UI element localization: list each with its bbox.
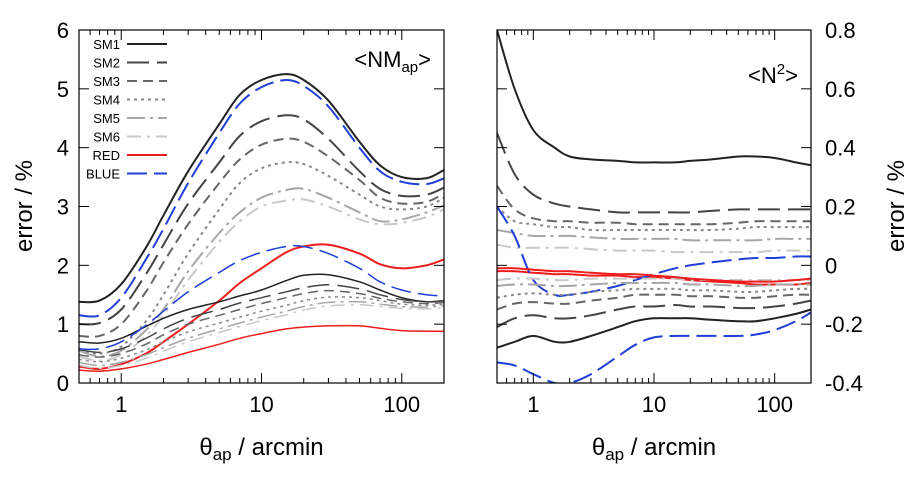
legend-label: SM1 xyxy=(93,37,120,52)
series-line-line-16 xyxy=(497,311,811,383)
left-y-axis-label: error / % xyxy=(11,160,38,252)
y-tick-label: 0 xyxy=(57,371,69,396)
series-line-red xyxy=(79,243,444,370)
x-tick-label: 10 xyxy=(642,392,666,417)
series-line-line-10 xyxy=(497,299,811,328)
x-tick-label: 1 xyxy=(527,392,539,417)
series-line-line-3 xyxy=(497,185,811,226)
left-legend: SM1 SM2 SM3 SM4 SM5 SM6 RED BLUE xyxy=(86,37,167,182)
series-line-sm2 xyxy=(79,114,444,326)
y-tick-label: -0.2 xyxy=(825,312,863,337)
series-line-sm4 xyxy=(79,161,444,355)
series-line-line-1 xyxy=(497,30,811,167)
series-line-line-11 xyxy=(79,289,444,358)
series-line-line-15 xyxy=(79,324,444,372)
y-tick-label: 0.2 xyxy=(825,195,856,220)
series-line-line-10 xyxy=(79,283,444,354)
series-line-line-13 xyxy=(497,281,811,288)
series-line-blue xyxy=(79,78,444,318)
legend-label: SM6 xyxy=(93,130,120,145)
series-line-sm1 xyxy=(79,73,444,304)
series-line-line-2 xyxy=(497,132,811,214)
series-line-line-14 xyxy=(497,277,811,282)
right-panel: 1 10 100 -0.4 -0.2 0 0.2 0.4 0.6 0.8 <N2> xyxy=(496,18,863,417)
series-line-line-6 xyxy=(497,243,811,254)
y-tick-label: 5 xyxy=(57,77,69,102)
series-line-sm3 xyxy=(79,137,444,338)
left-panel-annotation: <NMap> xyxy=(354,47,431,76)
y-tick-label: 6 xyxy=(57,18,69,43)
series-line-line-4 xyxy=(497,205,811,232)
right-x-axis-label: θap / arcmin xyxy=(592,434,716,464)
y-tick-label: 4 xyxy=(57,136,69,161)
x-tick-label: 100 xyxy=(756,392,793,417)
y-tick-label: -0.4 xyxy=(825,371,863,396)
legend-label: RED xyxy=(93,148,120,163)
x-tick-label: 100 xyxy=(383,392,420,417)
y-tick-label: 2 xyxy=(57,253,69,278)
legend-label: SM3 xyxy=(93,74,120,89)
legend-label: SM2 xyxy=(93,56,120,71)
series-line-line-9 xyxy=(497,308,811,349)
series-line-line-15 xyxy=(497,267,811,283)
series-line-line-11 xyxy=(497,293,811,311)
series-line-line-12 xyxy=(79,296,444,363)
x-tick-label: 1 xyxy=(115,392,127,417)
series-line-line-14 xyxy=(79,304,444,370)
y-tick-label: 3 xyxy=(57,195,69,220)
y-tick-label: 0.4 xyxy=(825,136,856,161)
right-y-axis-label: error / % xyxy=(883,160,910,252)
x-tick-label: 10 xyxy=(249,392,273,417)
series-line-line-13 xyxy=(79,300,444,367)
series-line-line-12 xyxy=(497,287,811,299)
left-series-layer xyxy=(79,73,444,372)
left-x-axis-label: θap / arcmin xyxy=(199,434,323,464)
series-line-sm5 xyxy=(79,187,444,358)
legend-label: SM4 xyxy=(93,93,120,108)
right-series-layer xyxy=(497,30,811,383)
series-line-line-16 xyxy=(79,244,444,351)
y-tick-label: 0.8 xyxy=(825,18,856,43)
y-tick-label: 0.6 xyxy=(825,77,856,102)
right-panel-annotation: <N2> xyxy=(748,61,798,88)
y-tick-label: 1 xyxy=(57,312,69,337)
right-axis-ticks: 1 10 100 -0.4 -0.2 0 0.2 0.4 0.6 0.8 xyxy=(496,18,863,417)
series-line-line-5 xyxy=(497,229,811,242)
legend-label: SM5 xyxy=(93,111,120,126)
y-tick-label: 0 xyxy=(825,253,837,278)
legend-label: BLUE xyxy=(86,167,120,182)
left-axis-ticks: 1 10 100 0 1 2 3 4 5 6 xyxy=(57,18,445,417)
